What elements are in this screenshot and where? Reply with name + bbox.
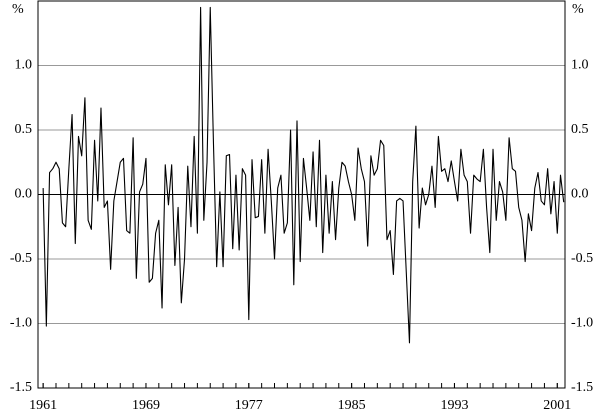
y2-tick-label: 1.0 bbox=[571, 58, 589, 73]
y2-tick-label: 0.5 bbox=[571, 122, 589, 137]
y2-tick-label: -0.5 bbox=[571, 251, 593, 266]
plot-frame bbox=[37, 0, 566, 389]
x-tick-label: 1969 bbox=[132, 398, 160, 413]
y-tick-label: -1.5 bbox=[10, 380, 32, 395]
y-unit: % bbox=[12, 2, 24, 17]
y-tick-label: 0.0 bbox=[15, 187, 33, 202]
y-tick-label: 0.5 bbox=[15, 122, 33, 137]
y-tick-label: -0.5 bbox=[10, 251, 32, 266]
y2-tick-label: 0.0 bbox=[571, 187, 589, 202]
y-tick-label: -1.0 bbox=[10, 316, 32, 331]
x-tick-label: 1961 bbox=[29, 398, 57, 413]
x-tick-label: 1985 bbox=[338, 398, 366, 413]
x-tick-label: 1993 bbox=[440, 398, 468, 413]
data-line bbox=[42, 6, 565, 344]
y2-tick-label: -1.5 bbox=[571, 380, 593, 395]
x-tick-label: 1977 bbox=[235, 398, 263, 413]
y2-unit: % bbox=[572, 2, 584, 17]
y-tick-label: 1.0 bbox=[15, 58, 33, 73]
y2-tick-label: -1.0 bbox=[571, 316, 593, 331]
x-tick-label: 2001 bbox=[543, 398, 571, 413]
